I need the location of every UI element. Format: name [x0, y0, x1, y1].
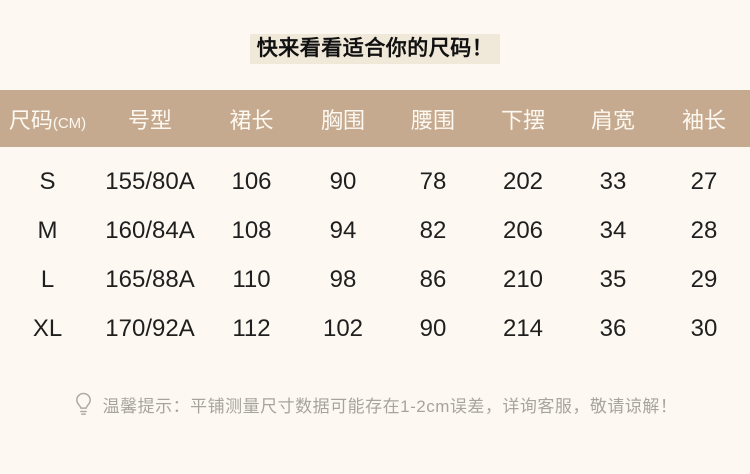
measurement-cell: 35: [599, 265, 627, 293]
table-row-s: S 155/80A 106 90 78 202 33 27: [0, 147, 750, 206]
measurement-cell: 110: [232, 265, 271, 293]
measurement-cell: 27: [690, 167, 718, 195]
table-header-row: 尺码(CM) 号型 裙长 胸围 腰围 下摆 肩宽 袖长: [0, 90, 750, 147]
column-header-waist: 腰围: [410, 107, 455, 133]
column-header-shoulder: 肩宽: [590, 107, 635, 133]
measurement-cell: 30: [690, 314, 718, 342]
size-header-label: 尺码: [8, 107, 53, 133]
measurement-cell: 160/84A: [105, 216, 195, 244]
measurement-cell: 108: [231, 216, 272, 244]
column-header-bust: 胸围: [320, 107, 365, 133]
measurement-cell: 90: [419, 314, 447, 342]
size-chart-table: 尺码(CM) 号型 裙长 胸围 腰围 下摆 肩宽 袖长 S 155/80A 10…: [0, 90, 750, 353]
measurement-cell: 170/92A: [105, 314, 195, 342]
measurement-cell: 165/88A: [105, 265, 195, 293]
column-header-sleeve: 袖长: [681, 107, 726, 133]
measurement-cell: 78: [419, 167, 447, 195]
measurement-cell: 36: [599, 314, 627, 342]
size-header-unit: (CM): [52, 114, 87, 132]
measurement-cell: 90: [329, 167, 357, 195]
size-label-cell: XL: [32, 314, 63, 342]
table-row-l: L 165/88A 110 98 86 210 35 29: [0, 255, 750, 304]
measurement-cell: 214: [502, 314, 544, 342]
size-label-cell: S: [39, 167, 56, 195]
measurement-cell: 202: [502, 167, 544, 195]
measurement-cell: 33: [599, 167, 627, 195]
table-row-xl: XL 170/92A 112 102 90 214 36 30: [0, 304, 750, 353]
measurement-cell: 106: [231, 167, 272, 195]
column-header-model: 号型: [127, 107, 172, 133]
size-label-cell: L: [40, 265, 55, 293]
measurement-cell: 206: [502, 216, 544, 244]
measurement-cell: 155/80A: [105, 167, 195, 195]
column-header-size: 尺码(CM): [0, 90, 95, 147]
measurement-cell: 112: [232, 314, 271, 342]
measurement-cell: 28: [690, 216, 718, 244]
measurement-cell: 94: [329, 216, 357, 244]
measurement-cell: 98: [329, 265, 357, 293]
measurement-cell: 86: [419, 265, 447, 293]
measurement-cell: 29: [690, 265, 718, 293]
column-header-hem: 下摆: [500, 107, 545, 133]
column-header-skirt-length: 裙长: [229, 107, 274, 133]
table-row-m: M 160/84A 108 94 82 206 34 28: [0, 206, 750, 255]
title-bar: 快来看看适合你的尺码！: [0, 0, 750, 64]
measurement-cell: 210: [502, 265, 544, 293]
measurement-cell: 34: [599, 216, 627, 244]
footer-note: 温馨提示：平铺测量尺寸数据可能存在1-2cm误差，详询客服，敬请谅解！: [0, 391, 750, 417]
size-label-cell: M: [37, 216, 58, 244]
measurement-cell: 82: [419, 216, 447, 244]
lightbulb-icon: [75, 392, 91, 415]
page-title: 快来看看适合你的尺码！: [249, 34, 501, 64]
footer-note-text: 温馨提示：平铺测量尺寸数据可能存在1-2cm误差，详询客服，敬请谅解！: [102, 396, 678, 416]
measurement-cell: 102: [322, 314, 364, 342]
